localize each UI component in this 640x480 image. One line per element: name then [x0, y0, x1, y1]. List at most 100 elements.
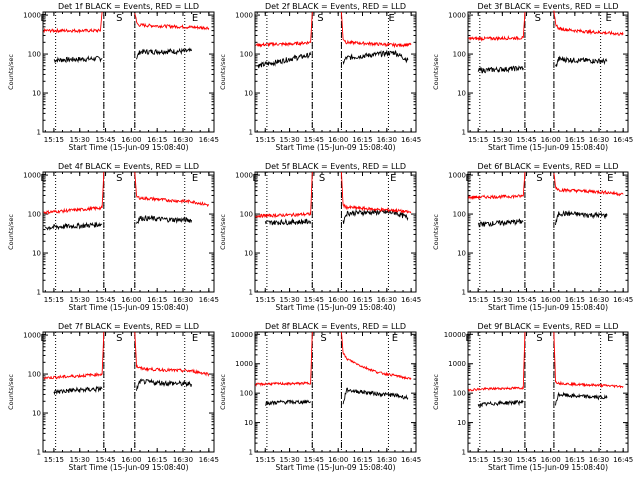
eclipse-marker: E — [252, 173, 258, 184]
series-line-lld — [134, 171, 210, 208]
x-tick-label: 16:45 — [613, 456, 633, 464]
x-tick-label: 16:15 — [565, 456, 585, 464]
panel-9: Det 9f BLACK = Events, RED = LLD 1 10 100 10… — [432, 322, 633, 472]
y-tick-label: 1 — [249, 289, 253, 297]
x-tick-label: 15:45 — [95, 136, 115, 144]
x-tick-label: 16:30 — [173, 456, 193, 464]
x-tick-label: 16:30 — [173, 136, 193, 144]
plot-frame — [467, 11, 629, 133]
x-tick-label: 15:30 — [279, 136, 299, 144]
series-line-events — [257, 51, 312, 69]
y-tick-label: 100 — [28, 371, 41, 379]
x-tick-label: 16:15 — [147, 136, 167, 144]
eclipse-marker: E — [192, 333, 198, 344]
x-axis-label: Start Time (15-Jun-09 15:08:40) — [69, 463, 189, 472]
y-tick-label: 1000 — [448, 12, 466, 20]
y-tick-label: 1 — [37, 449, 41, 457]
y-tick-label: 100 — [28, 51, 41, 59]
eclipse-marker: E — [607, 333, 613, 344]
series-line-lld — [553, 10, 624, 36]
y-tick-label: 10000 — [231, 331, 253, 339]
y-tick-label: 10 — [244, 419, 253, 427]
x-tick-label: 15:45 — [304, 296, 324, 304]
series-line-events — [136, 378, 193, 391]
x-axis-label: Start Time (15-Jun-09 15:08:40) — [276, 463, 396, 472]
eclipse-marker: E — [40, 13, 46, 24]
y-tick-label: 1 — [249, 129, 253, 137]
x-axis-label: Start Time (15-Jun-09 15:08:40) — [276, 143, 396, 152]
series-line-lld — [468, 331, 526, 393]
saa-marker: S — [536, 333, 542, 344]
x-tick-label: 15:30 — [492, 136, 512, 144]
eclipse-marker: E — [192, 173, 198, 184]
panel-title: Det 3f BLACK = Events, RED = LLD — [477, 2, 618, 11]
x-tick-label: 16:00 — [541, 456, 561, 464]
y-tick-label: 1000 — [235, 12, 253, 20]
eclipse-marker: E — [40, 333, 46, 344]
y-tick-label: 100 — [453, 390, 466, 398]
panel-title: Det 8f BLACK = Events, RED = LLD — [265, 322, 406, 331]
panel-7: Det 7f BLACK = Events, RED = LLD 1 10 100 10… — [7, 322, 219, 472]
series-events — [53, 378, 193, 396]
x-tick-label: 16:15 — [565, 296, 585, 304]
series-events — [264, 208, 409, 226]
series-line-lld — [340, 11, 412, 49]
x-tick-label: 16:00 — [328, 456, 348, 464]
y-axis-label: Counts/sec — [219, 214, 227, 250]
y-tick-label: 1 — [249, 449, 253, 457]
x-axis-label: Start Time (15-Jun-09 15:08:40) — [488, 303, 608, 312]
x-axis-label: Start Time (15-Jun-09 15:08:40) — [488, 143, 608, 152]
y-tick-label: 1 — [462, 289, 466, 297]
series-line-lld — [255, 11, 313, 48]
y-tick-label: 10 — [244, 90, 253, 98]
panel-title: Det 5f BLACK = Events, RED = LLD — [265, 162, 406, 171]
series-lld — [468, 331, 624, 393]
x-tick-label: 16:45 — [401, 136, 421, 144]
x-tick-label: 15:30 — [70, 136, 90, 144]
panel-4: Det 4f BLACK = Events, RED = LLD 1 10 100 10… — [7, 162, 219, 312]
y-axis-label: Counts/sec — [432, 54, 440, 90]
y-tick-label: 100 — [453, 211, 466, 219]
series-line-events — [477, 399, 524, 408]
x-tick-label: 15:45 — [304, 456, 324, 464]
x-tick-label: 16:30 — [589, 456, 609, 464]
series-line-lld — [255, 331, 313, 387]
x-tick-label: 15:30 — [279, 456, 299, 464]
panel-6: Det 6f BLACK = Events, RED = LLD 1 10 100 10… — [432, 162, 633, 312]
x-tick-label: 15:45 — [95, 296, 115, 304]
x-tick-label: 16:00 — [121, 456, 141, 464]
y-axis-label: Counts/sec — [432, 214, 440, 250]
x-tick-label: 16:00 — [121, 296, 141, 304]
y-tick-label: 1 — [37, 289, 41, 297]
plot-frame — [42, 331, 215, 453]
y-axis-label: Counts/sec — [7, 214, 15, 250]
x-tick-label: 15:15 — [44, 296, 64, 304]
x-tick-label: 16:45 — [199, 456, 219, 464]
x-axis-label: Start Time (15-Jun-09 15:08:40) — [488, 463, 608, 472]
y-axis-label: Counts/sec — [432, 374, 440, 410]
series-line-lld — [134, 331, 210, 377]
x-tick-label: 16:00 — [328, 296, 348, 304]
y-tick-label: 1000 — [235, 172, 253, 180]
saa-marker: S — [116, 333, 122, 344]
x-tick-label: 15:30 — [492, 296, 512, 304]
y-tick-label: 10 — [457, 250, 466, 258]
saa-marker: S — [536, 173, 542, 184]
x-tick-label: 15:30 — [70, 456, 90, 464]
y-axis-label: Counts/sec — [7, 374, 15, 410]
y-tick-label: 1 — [462, 449, 466, 457]
x-tick-label: 16:00 — [328, 136, 348, 144]
x-tick-label: 15:15 — [44, 456, 64, 464]
y-tick-label: 100 — [240, 390, 253, 398]
x-tick-label: 15:15 — [468, 296, 488, 304]
plot-frame — [467, 331, 629, 453]
y-tick-label: 1000 — [448, 172, 466, 180]
series-line-events — [53, 55, 103, 64]
y-tick-label: 1000 — [448, 360, 466, 368]
panel-title: Det 1f BLACK = Events, RED = LLD — [58, 2, 199, 11]
eclipse-marker: E — [390, 173, 396, 184]
series-line-lld — [134, 13, 210, 31]
x-tick-label: 16:00 — [541, 136, 561, 144]
series-events — [477, 209, 608, 228]
series-lld — [255, 11, 412, 49]
